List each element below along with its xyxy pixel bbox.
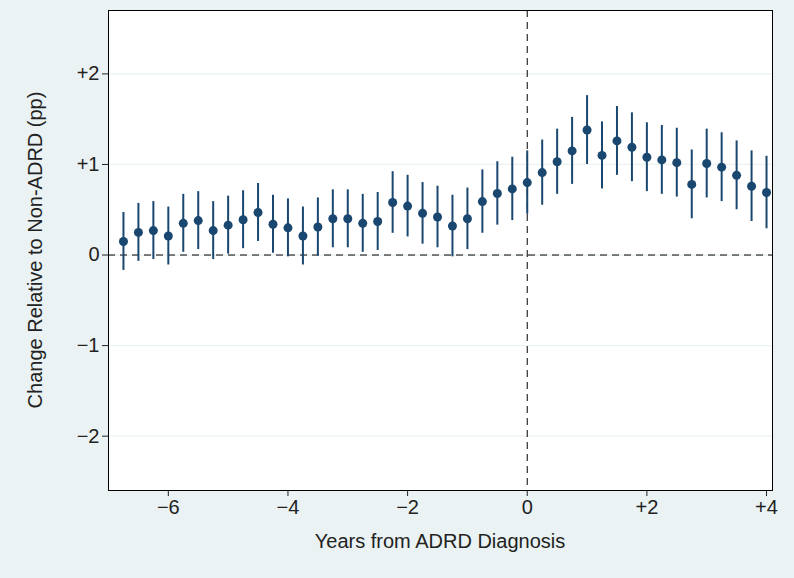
svg-text:0: 0 xyxy=(88,243,99,265)
svg-text:+4: +4 xyxy=(755,496,778,518)
svg-text:−1: −1 xyxy=(77,334,100,356)
svg-text:−2: −2 xyxy=(396,496,419,518)
svg-text:Years from ADRD Diagnosis: Years from ADRD Diagnosis xyxy=(315,530,565,552)
svg-text:−2: −2 xyxy=(77,425,100,447)
svg-text:−6: −6 xyxy=(157,496,180,518)
svg-text:+2: +2 xyxy=(77,62,100,84)
svg-text:0: 0 xyxy=(522,496,533,518)
svg-text:+2: +2 xyxy=(635,496,658,518)
svg-text:−4: −4 xyxy=(277,496,300,518)
svg-text:+1: +1 xyxy=(77,153,100,175)
svg-text:Change Relative to Non-ADRD (p: Change Relative to Non-ADRD (pp) xyxy=(24,92,46,409)
